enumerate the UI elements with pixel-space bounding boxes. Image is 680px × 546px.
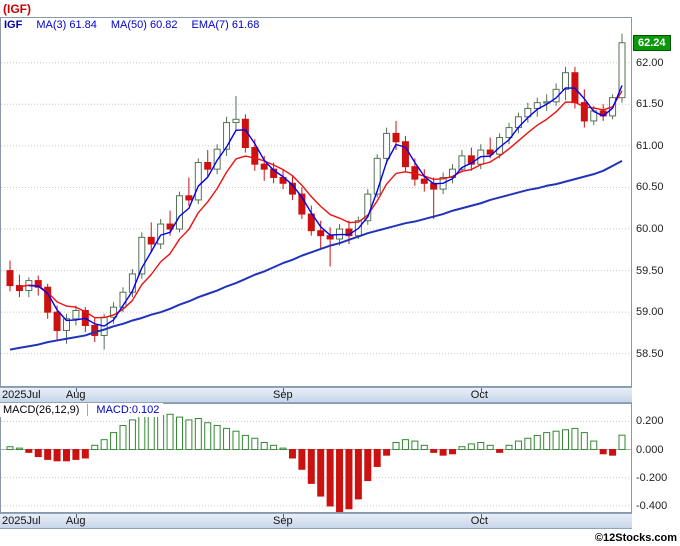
- price-axis-label: 60.00: [636, 223, 664, 236]
- axis-corner-bottom: [632, 513, 680, 529]
- month-label: Oct: [470, 389, 488, 401]
- legend-ma50-value: 60.82: [150, 19, 178, 31]
- price-axis-label: 61.00: [636, 139, 664, 152]
- price-axis-label: 60.50: [636, 181, 664, 194]
- month-label: Oct: [470, 515, 488, 527]
- macd-settings-label: MACD(26,12,9): [3, 404, 89, 416]
- price-tag: 62.24: [633, 34, 671, 51]
- legend-ma3-value: 61.84: [69, 19, 97, 31]
- legend-ma3-label: MA(3): [36, 19, 67, 31]
- macd-header: MACD(26,12,9) MACD:0.102: [0, 403, 164, 417]
- footer: ©12Stocks.com: [0, 529, 680, 546]
- price-axis-label: 59.50: [636, 264, 664, 277]
- month-axis-bottom: 2025Jul Aug Sep Oct: [0, 513, 632, 529]
- ticker-symbol-title: (IGF): [3, 1, 31, 16]
- legend-ma50: MA(50) 60.82: [111, 19, 178, 31]
- axis-corner-top: [632, 387, 680, 403]
- legend-ma50-label: MA(50): [110, 19, 147, 31]
- price-axis-label: 59.00: [636, 306, 664, 319]
- price-axis-label: 62.00: [636, 56, 664, 69]
- month-tick: [480, 514, 482, 518]
- month-axis-top: 2025Jul Aug Sep Oct: [0, 387, 632, 403]
- macd-axis-label: 0.200: [636, 415, 664, 428]
- macd-axis-label: -0.400: [636, 499, 668, 512]
- legend-ema7-label: EMA(7): [191, 19, 229, 31]
- legend-ema7-value: 61.68: [231, 19, 260, 31]
- month-label: Aug: [65, 389, 86, 401]
- price-chart-row: IGF MA(3) 61.84 MA(50) 60.82 EMA(7) 61.6…: [0, 17, 680, 387]
- legend-ma3: MA(3) 61.84: [36, 19, 97, 31]
- legend-ema7: EMA(7) 61.68: [192, 19, 260, 31]
- month-tick: [283, 388, 285, 392]
- price-plot-svg: [0, 17, 632, 387]
- price-axis: 62.24 62.00 61.50 61.00 60.50 60.00 59.50 59.0…: [632, 17, 680, 387]
- month-tick: [75, 514, 77, 518]
- month-tick: [75, 388, 77, 392]
- month-label: 2025Jul: [2, 389, 41, 401]
- price-axis-label: 58.50: [636, 347, 664, 360]
- title-bar: (IGF): [0, 0, 680, 17]
- month-label: 2025Jul: [2, 515, 41, 527]
- price-chart-area: IGF MA(3) 61.84 MA(50) 60.82 EMA(7) 61.6…: [0, 17, 632, 387]
- macd-axis-label: 0.000: [636, 443, 664, 456]
- x-axis-strip-bottom: 2025Jul Aug Sep Oct: [0, 513, 680, 529]
- month-tick: [480, 388, 482, 392]
- chart-legend: IGF MA(3) 61.84 MA(50) 60.82 EMA(7) 61.6…: [4, 19, 259, 31]
- month-tick: [283, 514, 285, 518]
- month-label: Sep: [273, 515, 293, 527]
- watermark-link[interactable]: ©12Stocks.com: [594, 531, 677, 544]
- macd-axis: 0.200 0.000 -0.200 -0.400: [632, 403, 680, 513]
- macd-value-label: MACD:0.102: [96, 404, 160, 416]
- macd-plot-svg: [0, 403, 632, 513]
- macd-chart-area: MACD(26,12,9) MACD:0.102: [0, 403, 632, 513]
- legend-symbol: IGF: [4, 19, 23, 31]
- month-label: Sep: [273, 389, 293, 401]
- macd-axis-label: -0.200: [636, 471, 668, 484]
- month-label: Aug: [65, 515, 86, 527]
- price-axis-label: 61.50: [636, 98, 664, 111]
- x-axis-strip-top: 2025Jul Aug Sep Oct: [0, 387, 680, 403]
- macd-chart-row: MACD(26,12,9) MACD:0.102 0.200 0.000 -0.20…: [0, 403, 680, 513]
